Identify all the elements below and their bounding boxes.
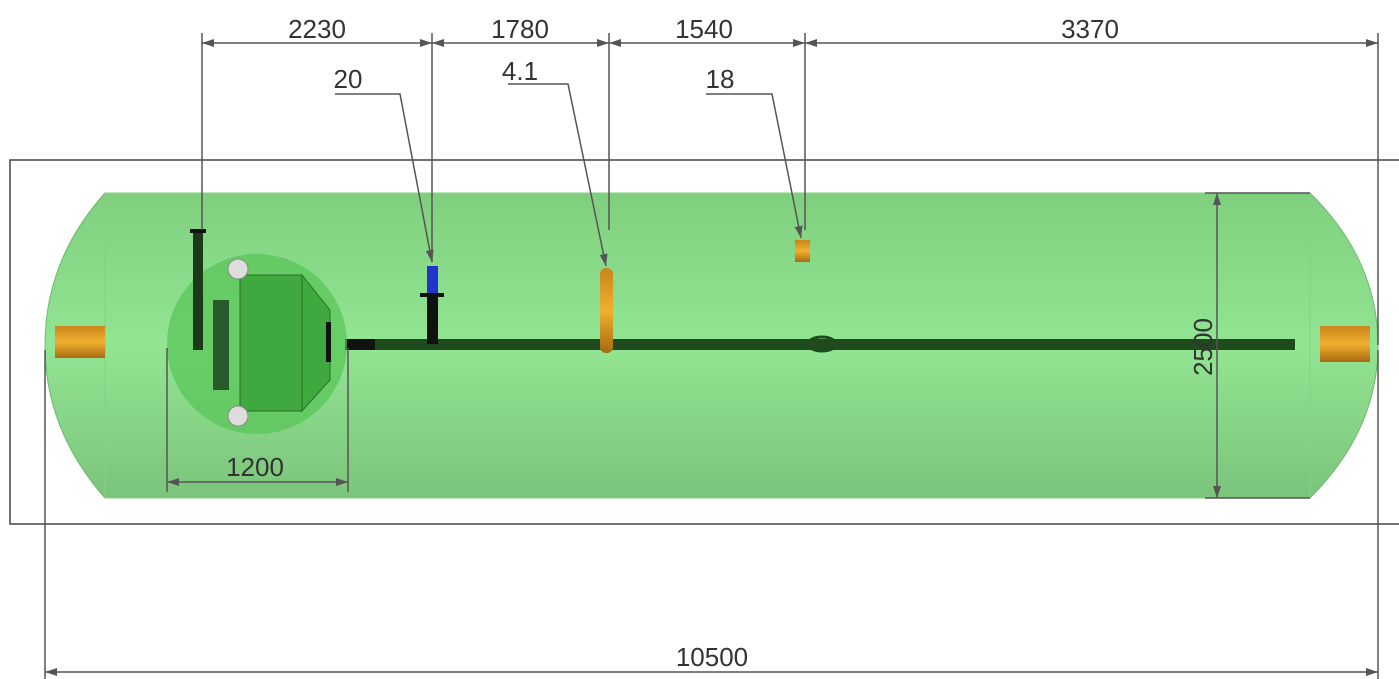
dimension-label: 10500 xyxy=(676,642,748,672)
dimension-label: 1200 xyxy=(226,452,284,482)
drawing: 2230 1780 1540 3370 20 4.1 18 1200 2500 … xyxy=(0,0,1399,679)
dimension-label: 3370 xyxy=(1061,14,1119,44)
dimension-label: 2230 xyxy=(288,14,346,44)
page: 2230 1780 1540 3370 20 4.1 18 1200 2500 … xyxy=(0,0,1399,679)
dimension-label: 1540 xyxy=(675,14,733,44)
callout-label: 4.1 xyxy=(502,56,538,86)
callout-label: 20 xyxy=(334,64,363,94)
callout-label: 18 xyxy=(706,64,735,94)
dimension-label: 2500 xyxy=(1188,318,1218,376)
dimension-label: 1780 xyxy=(491,14,549,44)
